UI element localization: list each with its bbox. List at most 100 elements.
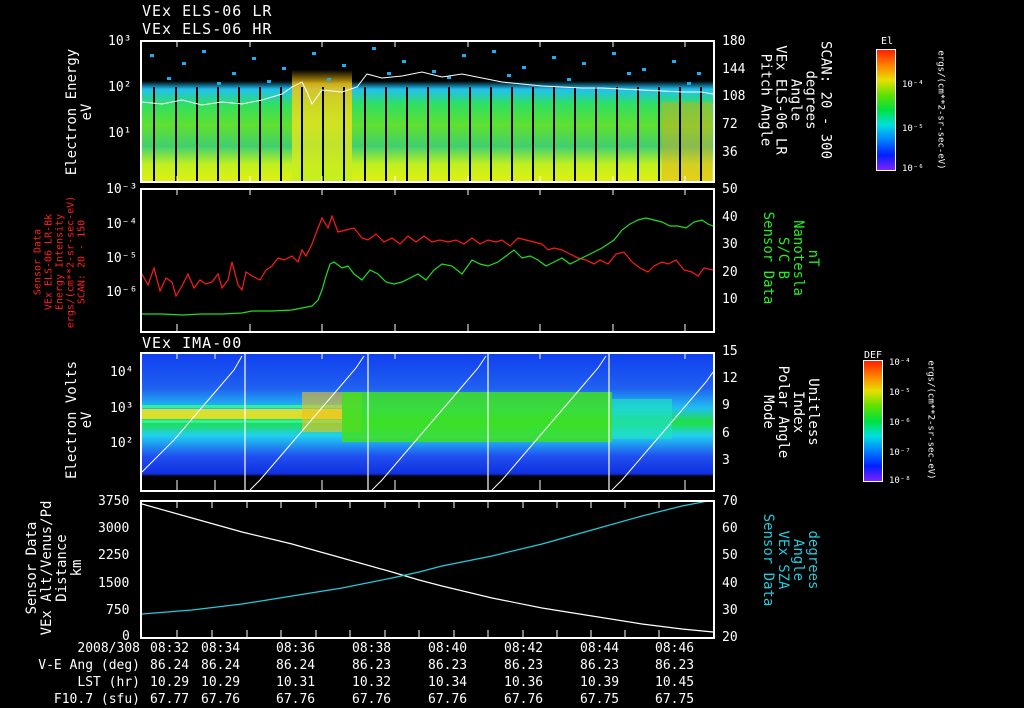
p4-ytick-1500: 1500 [98, 576, 130, 591]
footer-col-5: 08:40 86.23 10.34 67.76 [428, 640, 467, 708]
p3-y2tick-9: 9 [722, 398, 730, 413]
p4-y2tick-40: 40 [722, 576, 738, 591]
p3-y2tick-6: 6 [722, 426, 730, 441]
p2-y2label-line4: nT [805, 249, 821, 267]
footer-lst: 10.45 [655, 675, 695, 690]
panel1-title-lr: VEx ELS-06 LR [142, 2, 273, 20]
p3-cbtick-3: 10⁻⁶ [889, 418, 911, 428]
p1-cbtick-3: 10⁻⁶ [902, 164, 924, 174]
p2-ylabel: Sensor Data VEx ELS-06 LR-Bk Energy Inte… [33, 196, 88, 328]
p3-y2label-line3: Index [790, 390, 806, 434]
p3-ytick-1e4: 10⁴ [110, 365, 134, 380]
altitude-sza-plot [140, 500, 715, 639]
p4-y2label-line4: degrees [805, 530, 821, 590]
p2-y2label: nT Nanotesla S/C B Sensor Data [760, 211, 821, 305]
footer-f107: 67.75 [655, 692, 695, 707]
p1-cbtick-2: 10⁻⁵ [902, 124, 924, 134]
p2-ylabel-line1: Sensor Data [32, 228, 44, 296]
p2-ylabel-line3: Energy Intensity [54, 213, 66, 311]
footer-row-labels: 2008/308 V-E Ang (deg) LST (hr) F10.7 (s… [0, 640, 140, 708]
p4-y2tick-30: 30 [722, 603, 738, 618]
p1-y2tick-36: 36 [722, 145, 738, 160]
p2-ylabel-line4: ergs/(cm**2-sr-sec-eV) [65, 195, 77, 329]
p4-ytick-0: 0 [122, 629, 130, 644]
footer-time: 08:36 [276, 641, 316, 656]
p4-ylabel-line2: VEx Alt/Venus/Pd [39, 500, 55, 636]
footer-col-7: 08:44 86.23 10.39 67.75 [580, 640, 619, 708]
p1-ytick-1e3: 10³ [108, 34, 132, 49]
p2-ylabel-line5: SCAN: 20 - 150 [76, 219, 88, 305]
spectrogram-els [142, 42, 713, 181]
p4-y2tick-70: 70 [722, 494, 738, 509]
footer-time: 08:32 [150, 641, 190, 656]
p2-y2label-line1: Sensor Data [760, 211, 776, 305]
p4-y2tick-60: 60 [722, 521, 738, 536]
footer-lst: 10.34 [428, 675, 468, 690]
footer-f107: 67.76 [352, 692, 392, 707]
footer-lst: 10.29 [150, 675, 190, 690]
p4-ytick-2250: 2250 [98, 548, 130, 563]
p3-ylabel-line1: Electron Volts [64, 360, 80, 480]
footer-ve-ang: 86.23 [352, 658, 392, 673]
footer-f107: 67.76 [201, 692, 241, 707]
p4-ytick-3750: 3750 [98, 494, 130, 509]
footer-label-ve-ang: V-E Ang (deg) [38, 658, 140, 673]
p2-y2tick-20: 20 [722, 265, 738, 280]
p3-colorbar-units: ergs/(cm**2-sr-sec-eV) [925, 360, 936, 480]
p3-cbtick-1: 10⁻⁴ [889, 358, 911, 368]
p4-y2label-line2: VEx SZA [775, 530, 791, 590]
footer-lst: 10.32 [352, 675, 392, 690]
p3-y2tick-15: 15 [722, 344, 738, 359]
p2-y2tick-40: 40 [722, 210, 738, 225]
p2-y2label-line3: Nanotesla [790, 220, 806, 296]
p3-y2label: Unitless Index Polar Angle Mode [760, 365, 821, 459]
p1-y2tick-180: 180 [722, 34, 746, 49]
footer-ve-ang: 86.23 [428, 658, 468, 673]
footer-ve-ang: 86.24 [201, 658, 241, 673]
p1-y2tick-108: 108 [722, 89, 746, 104]
footer-time: 08:44 [580, 641, 620, 656]
footer-col-3: 08:36 86.24 10.31 67.76 [276, 640, 315, 708]
p1-y2label: SCAN: 20 - 300 degrees Angle VEx ELS-06 … [757, 40, 834, 160]
p2-y2tick-10: 10 [722, 292, 738, 307]
p2-ytick-1e-3: 10⁻³ [106, 182, 138, 197]
p3-y2label-line1: Mode [760, 395, 776, 429]
footer-lst: 10.31 [276, 675, 316, 690]
p1-ytick-1e2: 10² [108, 80, 132, 95]
footer-label-lst: LST (hr) [77, 675, 140, 690]
footer-ve-ang: 86.23 [655, 658, 695, 673]
p1-cbtick-1: 10⁻⁴ [902, 80, 924, 90]
energy-intensity-bfield-plot [140, 188, 715, 333]
p1-y2label-line1: Pitch Angle [757, 53, 774, 147]
electron-energy-spectrogram [140, 40, 715, 183]
p3-y2tick-12: 12 [722, 371, 738, 386]
line-plot-intensity-bfield [142, 190, 713, 331]
p3-colorbar-title: DEF [864, 350, 883, 361]
footer-f107: 67.76 [504, 692, 544, 707]
p1-ylabel: Electron Energy eV [64, 48, 95, 176]
p3-y2label-line2: Polar Angle [775, 365, 791, 459]
p2-y2tick-30: 30 [722, 237, 738, 252]
footer-time: 08:34 [201, 641, 241, 656]
p1-y2label-line2: VEx ELS-06 LR [772, 45, 789, 155]
footer-label-f107: F10.7 (sfu) [53, 692, 140, 707]
p1-ylabel-line1: Electron Energy [64, 48, 80, 176]
p3-ylabel: Electron Volts eV [64, 360, 95, 480]
p4-ylabel-line3: Distance [54, 534, 70, 602]
p4-ylabel-line1: Sensor Data [24, 521, 40, 615]
p4-y2label: degrees Angle VEx SZA Sensor Data [760, 514, 821, 607]
footer-time: 08:40 [428, 641, 468, 656]
footer-lst: 10.29 [201, 675, 241, 690]
footer-col-8: 08:46 86.23 10.45 67.75 [655, 640, 694, 708]
p1-y2tick-72: 72 [722, 117, 738, 132]
footer-col-6: 08:42 86.23 10.36 67.76 [504, 640, 543, 708]
p2-y2label-line2: S/C B [775, 236, 791, 280]
footer-ve-ang: 86.24 [276, 658, 316, 673]
spectrogram-ima [142, 354, 713, 490]
footer-label-date: 2008/308 [77, 641, 140, 656]
p1-ytick-1e1: 10¹ [108, 126, 132, 141]
p1-y2label-line5: SCAN: 20 - 300 [817, 40, 834, 160]
footer-f107: 67.76 [276, 692, 316, 707]
p2-ytick-1e-5: 10⁻⁵ [106, 251, 138, 266]
p4-y2tick-20: 20 [722, 630, 738, 645]
